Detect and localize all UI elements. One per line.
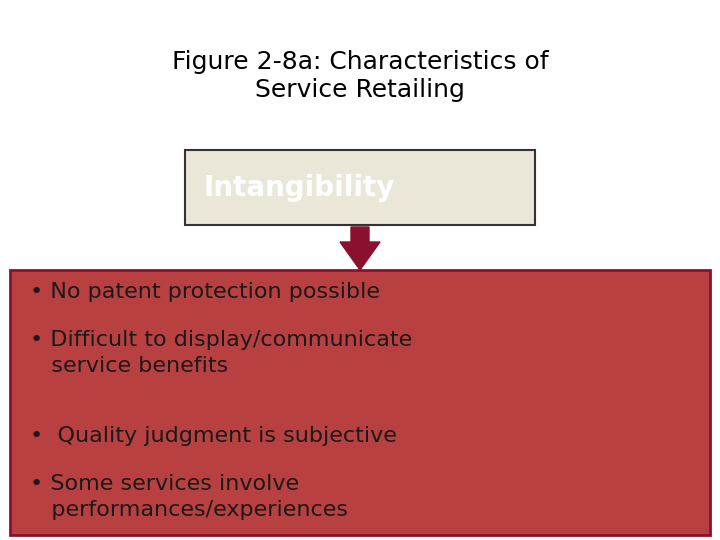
Bar [185, 150, 535, 225]
Bar [10, 270, 710, 535]
Text: • No patent protection possible: • No patent protection possible [30, 282, 380, 302]
Text: •  Quality judgment is subjective: • Quality judgment is subjective [30, 426, 397, 446]
Polygon shape [340, 227, 380, 270]
Text: Intangibility: Intangibility [203, 173, 395, 201]
Text: • Some services involve
   performances/experiences: • Some services involve performances/exp… [30, 474, 348, 519]
Text: • Difficult to display/communicate
   service benefits: • Difficult to display/communicate servi… [30, 330, 413, 376]
Text: Figure 2-8a: Characteristics of
Service Retailing: Figure 2-8a: Characteristics of Service … [171, 50, 549, 102]
